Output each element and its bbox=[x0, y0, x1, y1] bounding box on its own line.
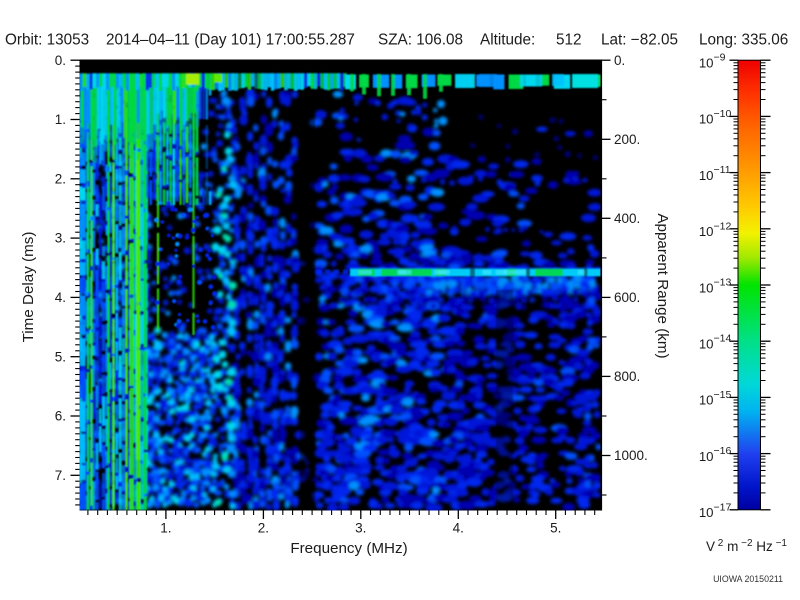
svg-text:10: 10 bbox=[699, 112, 714, 127]
svg-text:V 2 m −2 Hz −1: V 2 m −2 Hz −1 bbox=[706, 538, 787, 554]
svg-text:−12: −12 bbox=[714, 220, 732, 232]
svg-text:5.: 5. bbox=[55, 349, 66, 364]
svg-text:Apparent Range (km): Apparent Range (km) bbox=[654, 213, 671, 358]
svg-text:−15: −15 bbox=[714, 389, 732, 401]
svg-text:10: 10 bbox=[699, 449, 714, 464]
svg-text:−14: −14 bbox=[714, 333, 732, 345]
svg-text:3.: 3. bbox=[55, 231, 66, 246]
svg-text:200.: 200. bbox=[614, 132, 640, 147]
svg-text:5.: 5. bbox=[550, 521, 561, 536]
svg-text:2.: 2. bbox=[55, 171, 66, 186]
svg-text:10: 10 bbox=[699, 280, 714, 295]
svg-text:0.: 0. bbox=[55, 53, 66, 68]
svg-text:−11: −11 bbox=[714, 164, 731, 176]
svg-text:Altitude:: Altitude: bbox=[480, 32, 535, 49]
svg-text:Long: 335.06: Long: 335.06 bbox=[699, 32, 788, 49]
svg-text:800.: 800. bbox=[614, 369, 640, 384]
svg-text:4.: 4. bbox=[55, 290, 66, 305]
svg-text:1.: 1. bbox=[55, 112, 66, 127]
svg-text:Frequency (MHz): Frequency (MHz) bbox=[290, 540, 407, 557]
svg-text:2014–04–11 (Day 101) 17:00:55.: 2014–04–11 (Day 101) 17:00:55.287 bbox=[106, 32, 355, 49]
svg-text:10: 10 bbox=[699, 56, 714, 71]
svg-text:−16: −16 bbox=[714, 445, 732, 457]
svg-text:Lat: −82.05: Lat: −82.05 bbox=[601, 32, 678, 49]
svg-text:−9: −9 bbox=[714, 52, 726, 64]
svg-text:1.: 1. bbox=[160, 521, 171, 536]
svg-text:10: 10 bbox=[699, 393, 714, 408]
svg-text:3.: 3. bbox=[355, 521, 366, 536]
svg-text:10: 10 bbox=[699, 505, 714, 520]
svg-text:400.: 400. bbox=[614, 211, 640, 226]
svg-text:2.: 2. bbox=[258, 521, 269, 536]
svg-text:512: 512 bbox=[556, 32, 582, 49]
svg-text:SZA: 106.08: SZA: 106.08 bbox=[378, 32, 463, 49]
svg-text:1000.: 1000. bbox=[614, 448, 648, 463]
svg-text:−13: −13 bbox=[714, 277, 732, 289]
svg-text:UIOWA 20150211: UIOWA 20150211 bbox=[713, 574, 783, 584]
svg-text:10: 10 bbox=[699, 168, 714, 183]
svg-text:0.: 0. bbox=[614, 53, 625, 68]
svg-text:10: 10 bbox=[699, 337, 714, 352]
svg-text:6.: 6. bbox=[55, 409, 66, 424]
svg-text:−17: −17 bbox=[714, 501, 732, 513]
svg-text:7.: 7. bbox=[55, 468, 66, 483]
svg-text:−10: −10 bbox=[714, 108, 732, 120]
svg-text:Time Delay (ms): Time Delay (ms) bbox=[20, 232, 37, 343]
svg-text:10: 10 bbox=[699, 224, 714, 239]
svg-text:4.: 4. bbox=[453, 521, 464, 536]
svg-text:Orbit: 13053: Orbit: 13053 bbox=[5, 32, 89, 49]
svg-text:600.: 600. bbox=[614, 290, 640, 305]
